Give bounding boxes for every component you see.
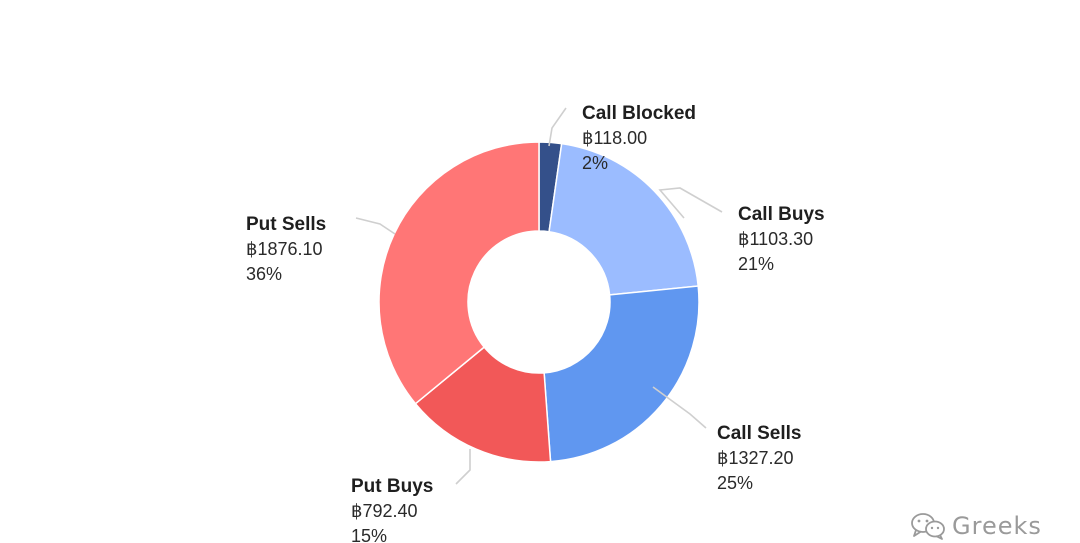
leader-line-put-sells bbox=[355, 217, 396, 235]
slice-label-value: ฿1103.30 bbox=[738, 229, 813, 249]
slice-label-percent: 36% bbox=[246, 264, 282, 284]
slice-label-value: ฿792.40 bbox=[351, 501, 418, 521]
slice-label-percent: 21% bbox=[738, 254, 774, 274]
slice-label-name: Call Buys bbox=[738, 204, 825, 225]
labels-layer: Call Blocked ฿118.00 2% Call Buys ฿1103.30 21… bbox=[246, 103, 825, 543]
slices-layer bbox=[378, 141, 700, 463]
slice-label-value: ฿118.00 bbox=[582, 128, 647, 148]
slice-label-name: Call Sells bbox=[717, 423, 802, 444]
data-label-call-buys: Call Buys ฿1103.30 21% bbox=[738, 204, 825, 274]
leader-line-call-blocked bbox=[548, 107, 567, 147]
slice-label-percent: 25% bbox=[717, 473, 753, 493]
watermark: Greeks bbox=[910, 512, 1042, 540]
leader-line-call-buys bbox=[658, 187, 723, 219]
data-label-call-blocked: Call Blocked ฿118.00 2% bbox=[582, 103, 696, 173]
slice-label-percent: 2% bbox=[582, 153, 608, 173]
slice-put-buys[interactable] bbox=[414, 346, 552, 463]
slice-label-name: Put Buys bbox=[351, 476, 433, 497]
leader-line-put-buys bbox=[455, 449, 471, 485]
data-label-put-buys: Put Buys ฿792.40 15% bbox=[351, 476, 433, 543]
data-label-put-sells: Put Sells ฿1876.10 36% bbox=[246, 214, 326, 284]
slice-call-buys[interactable] bbox=[548, 142, 700, 296]
slice-put-sells[interactable] bbox=[378, 141, 540, 405]
wechat-icon bbox=[911, 513, 945, 540]
watermark-text: Greeks bbox=[952, 512, 1042, 540]
data-label-call-sells: Call Sells ฿1327.20 25% bbox=[717, 423, 802, 493]
leader-line-call-sells bbox=[652, 386, 707, 429]
slice-label-percent: 15% bbox=[351, 526, 387, 543]
slice-label-name: Call Blocked bbox=[582, 103, 696, 124]
slice-label-name: Put Sells bbox=[246, 214, 326, 235]
slice-call-sells[interactable] bbox=[543, 285, 700, 463]
leader-lines-layer bbox=[355, 107, 723, 485]
slice-label-value: ฿1876.10 bbox=[246, 239, 323, 259]
slice-label-value: ฿1327.20 bbox=[717, 448, 794, 468]
